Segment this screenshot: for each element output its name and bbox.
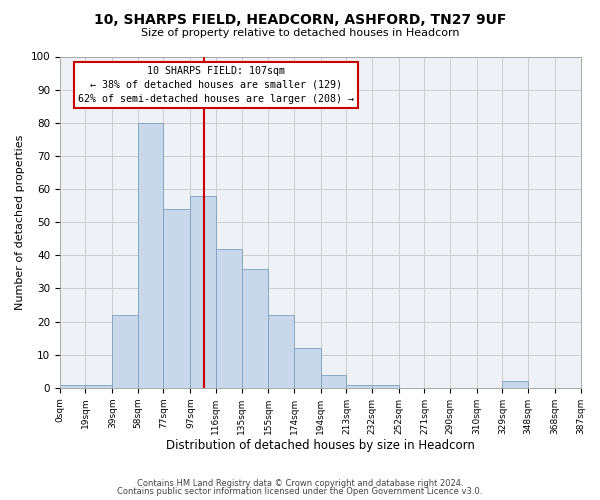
Bar (112, 315, 138, 388)
Bar (163, 209, 190, 388)
Bar (502, 381, 528, 388)
Bar (85, 384, 112, 388)
Bar (242, 268, 268, 388)
Bar (346, 384, 372, 388)
Text: 10 SHARPS FIELD: 107sqm
← 38% of detached houses are smaller (129)
62% of semi-d: 10 SHARPS FIELD: 107sqm ← 38% of detache… (78, 66, 354, 104)
Bar (190, 196, 216, 388)
Bar (372, 384, 399, 388)
Text: Contains HM Land Registry data © Crown copyright and database right 2024.: Contains HM Land Registry data © Crown c… (137, 478, 463, 488)
Bar (60, 384, 85, 388)
Bar (321, 374, 346, 388)
Bar (294, 348, 321, 388)
Bar (138, 123, 163, 388)
Bar (216, 248, 242, 388)
Bar (268, 315, 294, 388)
Text: Contains public sector information licensed under the Open Government Licence v3: Contains public sector information licen… (118, 487, 482, 496)
Text: Size of property relative to detached houses in Headcorn: Size of property relative to detached ho… (141, 28, 459, 38)
Text: 10, SHARPS FIELD, HEADCORN, ASHFORD, TN27 9UF: 10, SHARPS FIELD, HEADCORN, ASHFORD, TN2… (94, 12, 506, 26)
Y-axis label: Number of detached properties: Number of detached properties (15, 134, 25, 310)
X-axis label: Distribution of detached houses by size in Headcorn: Distribution of detached houses by size … (166, 440, 475, 452)
